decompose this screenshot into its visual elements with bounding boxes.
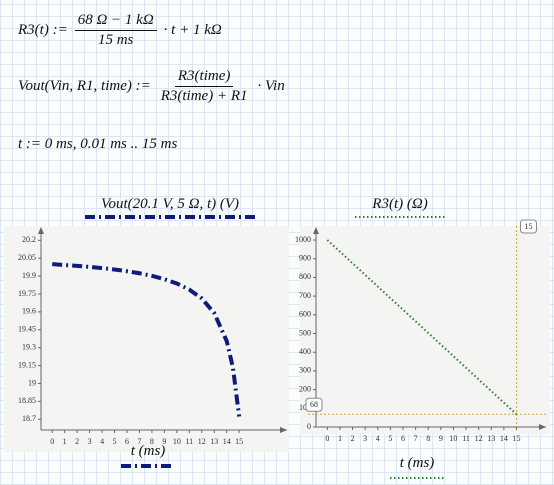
x-tick-label: 13	[210, 437, 218, 446]
marker-box	[519, 219, 537, 234]
x-tick-label: 12	[198, 437, 206, 446]
x-axis-label: t (ms)	[131, 443, 166, 459]
equation: R3(t) := 68 Ω − 1 kΩ 15 ms · t + 1 kΩ	[18, 12, 222, 49]
x-tick-label: 2	[351, 434, 355, 443]
y-tick-label: 1000	[295, 235, 311, 244]
axis-arrow	[313, 227, 319, 234]
y-tick-label: 19.45	[18, 325, 36, 334]
axis-arrow	[280, 427, 287, 433]
y-tick-label: 20.05	[18, 253, 36, 262]
y-tick-label: 300	[299, 366, 311, 375]
series-line	[326, 239, 518, 416]
equation: Vout(Vin, R1, time) := R3(time) R3(time) …	[18, 68, 285, 105]
y-tick-label: 600	[299, 310, 311, 319]
x-tick-label: 4	[100, 437, 104, 446]
x-tick-label: 14	[500, 434, 508, 443]
x-tick-label: 11	[462, 434, 470, 443]
chart-title: Vout(20.1 V, 5 Ω, t) (V)	[101, 196, 239, 212]
x-tick-label: 6	[125, 437, 129, 446]
series-line	[52, 262, 242, 417]
eq-lhs: R3(t) :=	[18, 22, 68, 38]
eq-denominator: R3(time) + R1	[160, 88, 248, 104]
y-tick-label: 19.3	[22, 343, 36, 352]
y-tick-label: 19	[28, 378, 36, 387]
x-tick-label: 11	[185, 437, 193, 446]
y-tick-label: 19.6	[22, 307, 36, 316]
x-tick-label: 9	[439, 434, 443, 443]
chart-title: R3(t) (Ω)	[371, 196, 427, 212]
x-tick-label: 9	[162, 437, 166, 446]
eq-suffix: · Vin	[257, 78, 285, 94]
y-tick-label: 19.75	[18, 289, 36, 298]
axis-arrow	[38, 227, 44, 234]
x-tick-label: 2	[75, 437, 79, 446]
eq-denominator: 15 ms	[97, 32, 134, 48]
x-tick-label: 0	[325, 434, 329, 443]
x-tick-label: 10	[449, 434, 457, 443]
x-tick-label: 13	[487, 434, 495, 443]
x-tick-label: 15	[235, 437, 243, 446]
y-tick-label: 400	[299, 347, 311, 356]
x-tick-label: 12	[475, 434, 483, 443]
x-tick-label: 1	[63, 437, 67, 446]
eq-suffix: · t + 1 kΩ	[163, 22, 222, 38]
eq-text: t := 0 ms, 0.01 ms .. 15 ms	[18, 136, 178, 152]
x-tick-label: 0	[50, 437, 54, 446]
x-tick-label: 4	[376, 434, 380, 443]
eq-numerator: R3(time)	[174, 68, 234, 87]
marker-label: 68	[310, 400, 318, 409]
axis-arrow	[539, 424, 546, 430]
y-tick-label: 900	[299, 254, 311, 263]
x-tick-label: 6	[401, 434, 405, 443]
y-tick-label: 19.15	[18, 360, 36, 369]
x-tick-label: 14	[223, 437, 231, 446]
x-tick-label: 8	[426, 434, 430, 443]
x-tick-label: 3	[88, 437, 92, 446]
x-tick-label: 15	[512, 434, 520, 443]
x-tick-label: 5	[113, 437, 117, 446]
y-tick-label: 700	[299, 291, 311, 300]
marker-box	[305, 397, 323, 412]
equation: t := 0 ms, 0.01 ms .. 15 ms	[18, 136, 177, 153]
y-tick-label: 18.85	[18, 396, 36, 405]
y-tick-label: 18.7	[22, 414, 36, 423]
plot-frame	[4, 226, 289, 452]
y-tick-label: 0	[307, 422, 311, 431]
x-tick-label: 8	[150, 437, 154, 446]
x-tick-label: 7	[414, 434, 418, 443]
y-tick-label: 500	[299, 328, 311, 337]
x-tick-label: 1	[338, 434, 342, 443]
eq-numerator: 68 Ω − 1 kΩ	[74, 12, 157, 31]
marker-label: 15	[524, 222, 532, 231]
x-tick-label: 3	[363, 434, 367, 443]
x-tick-label: 5	[388, 434, 392, 443]
y-tick-label: 20.2	[22, 235, 36, 244]
x-tick-label: 7	[137, 437, 141, 446]
eq-lhs: Vout(Vin, R1, time) :=	[18, 78, 151, 94]
y-tick-label: 800	[299, 272, 311, 281]
y-tick-label: 19.9	[22, 271, 36, 280]
y-tick-label: 100	[299, 403, 311, 412]
y-tick-label: 200	[299, 384, 311, 393]
x-tick-label: 10	[173, 437, 181, 446]
x-axis-label: t (ms)	[400, 455, 435, 471]
